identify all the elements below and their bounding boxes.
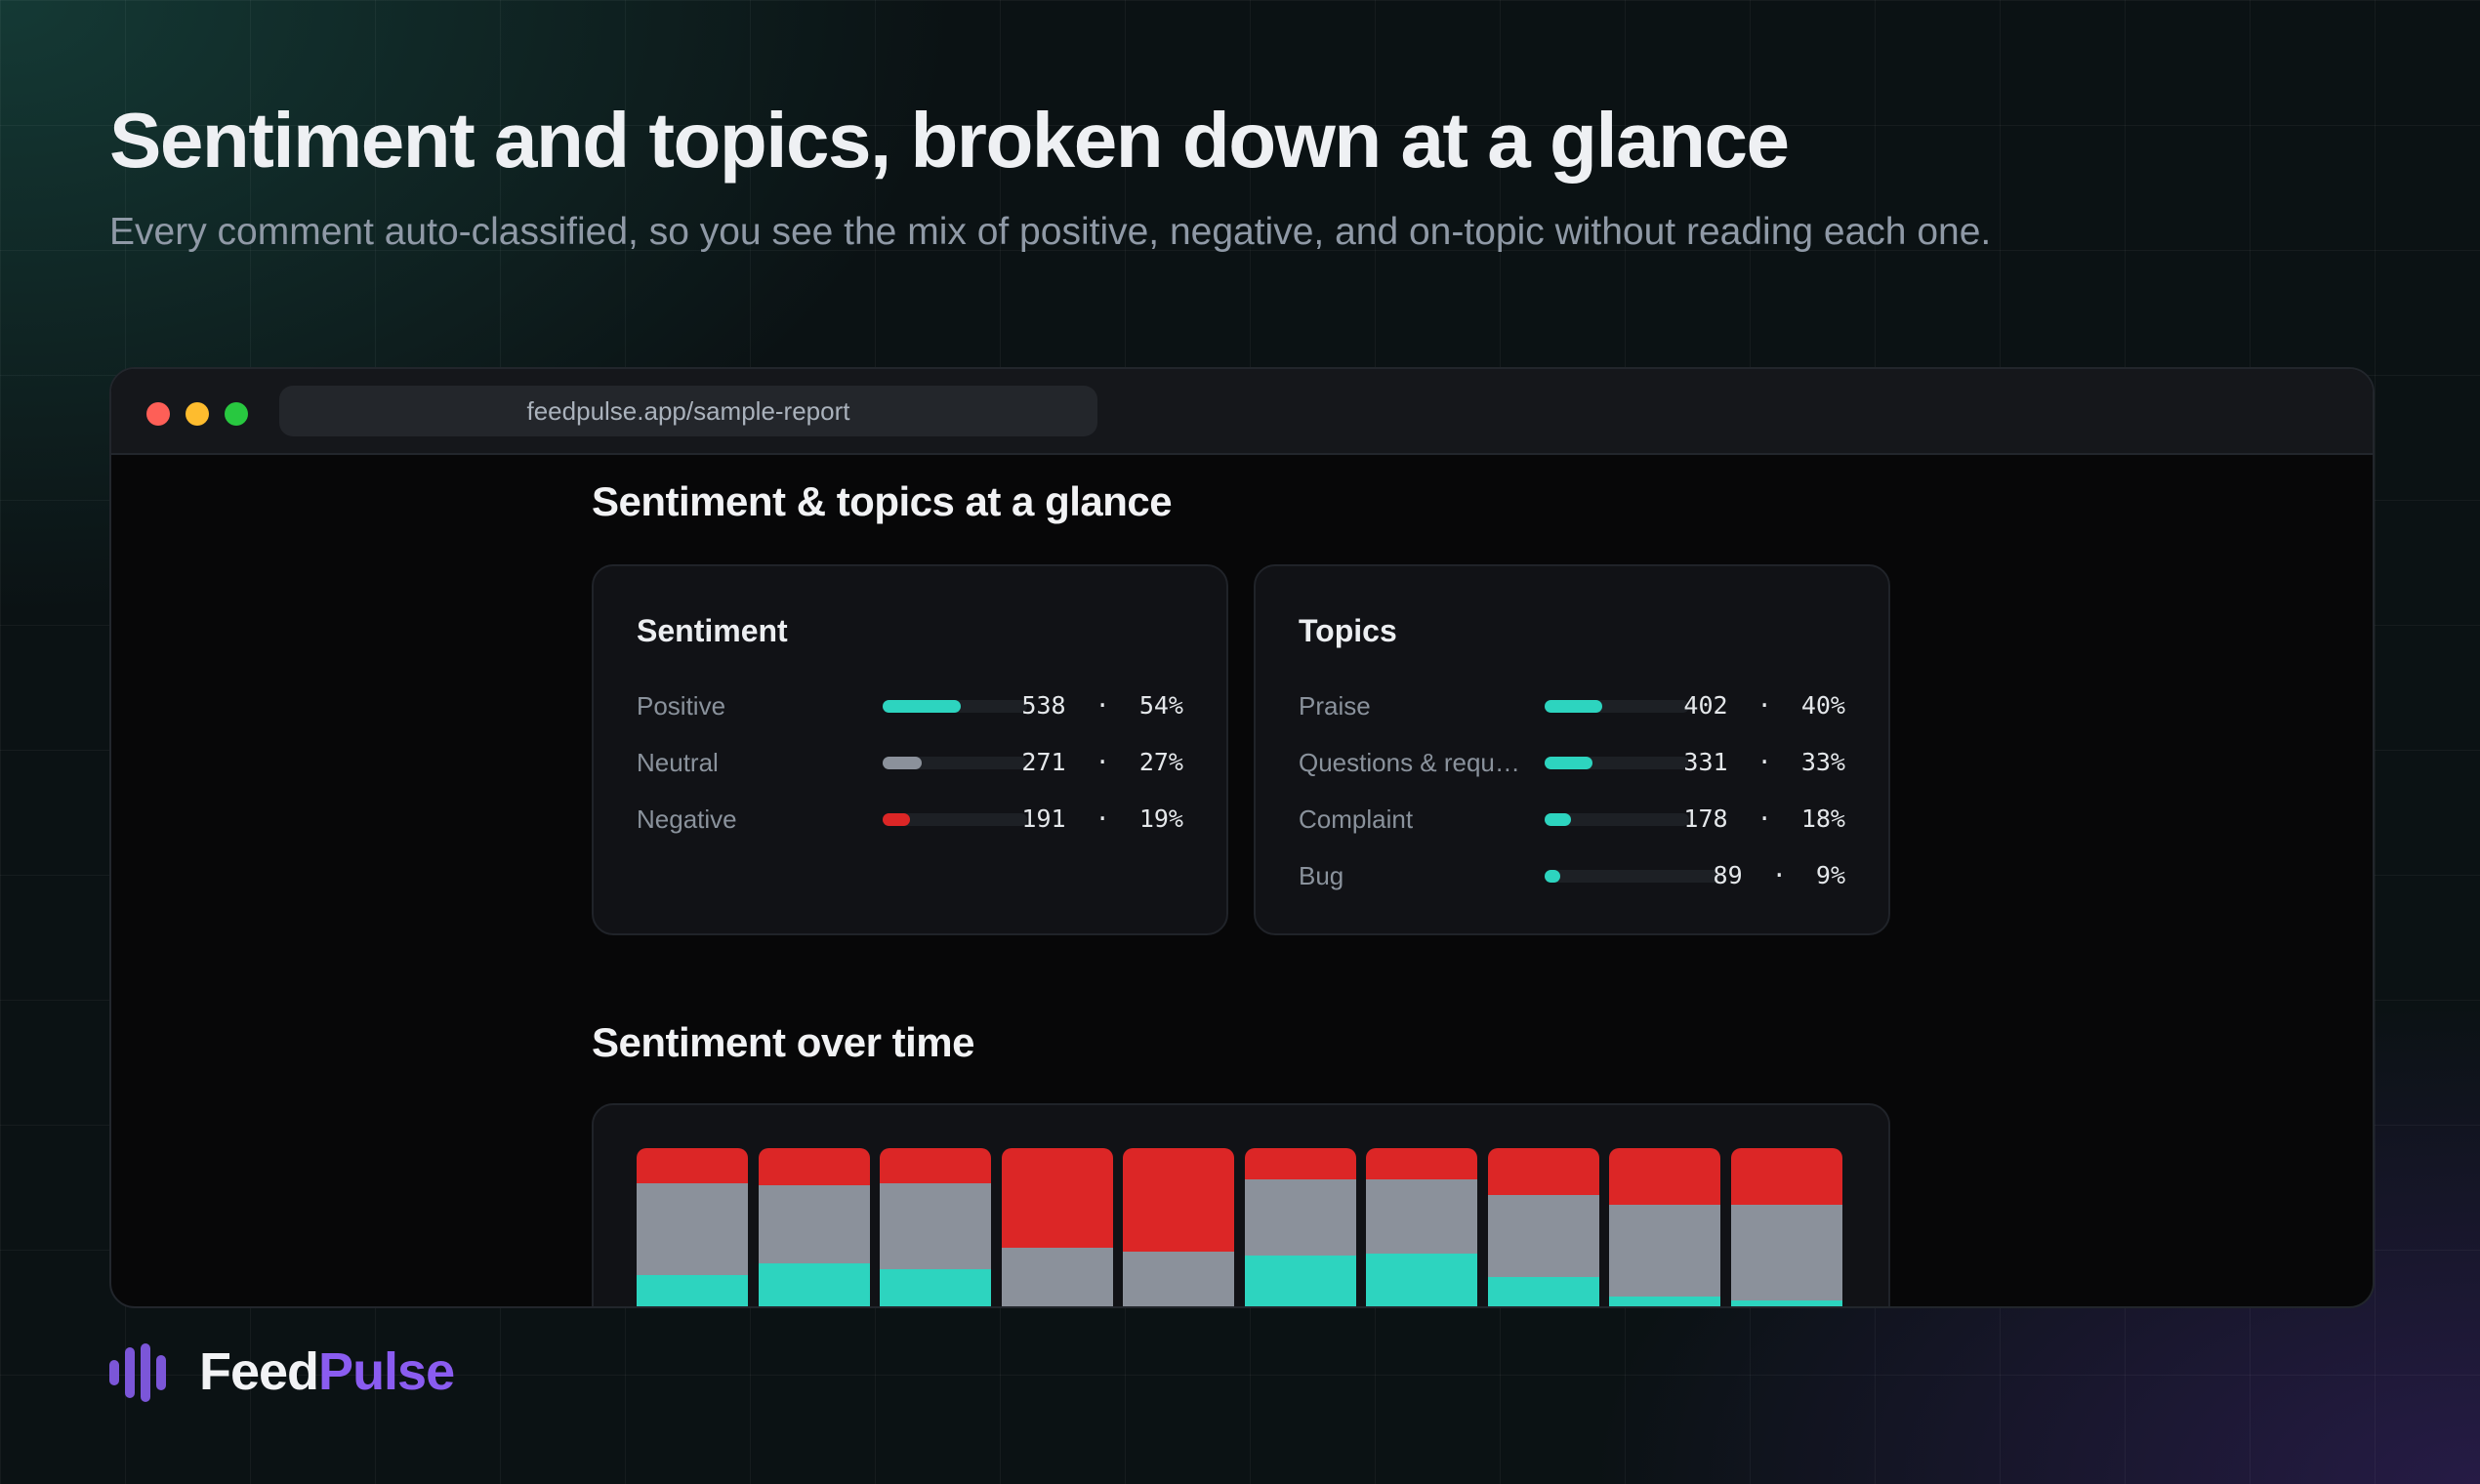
sentiment-label: Neutral — [637, 748, 719, 777]
sentiment-label: Negative — [637, 804, 737, 834]
stacked-bar — [1609, 1148, 1720, 1306]
bar-segment-neutral — [1001, 1248, 1113, 1306]
topic-bar-track — [1545, 700, 1689, 713]
topics-card-title: Topics — [1299, 613, 1397, 648]
bar-segment-positive — [1730, 1300, 1842, 1306]
sentiment-bar-fill — [883, 757, 922, 769]
bar-segment-neutral — [1244, 1179, 1356, 1256]
sentiment-bar-track — [883, 757, 1027, 769]
bar-segment-positive — [1244, 1256, 1356, 1306]
topic-label: Questions & reque… — [1299, 748, 1533, 777]
sentiment-bar-fill — [883, 700, 961, 713]
sentiment-value: 191 · 19% — [1021, 804, 1183, 833]
stacked-bar — [1123, 1148, 1234, 1306]
stacked-bar — [880, 1148, 991, 1306]
sentiment-row-neutral: Neutral 271 · 27% — [637, 744, 1183, 783]
address-bar[interactable]: feedpulse.app/sample-report — [279, 386, 1097, 436]
bar-segment-negative — [1609, 1148, 1720, 1205]
topic-label: Bug — [1299, 861, 1344, 890]
close-window-button[interactable] — [146, 402, 170, 426]
topic-bar-track — [1545, 813, 1689, 826]
topic-value: 402 · 40% — [1683, 691, 1845, 720]
bar-segment-neutral — [637, 1183, 748, 1275]
stacked-bar — [1366, 1148, 1477, 1306]
brand-name-part2: Pulse — [318, 1342, 455, 1401]
sentiment-value: 538 · 54% — [1021, 691, 1183, 720]
topic-label: Complaint — [1299, 804, 1414, 834]
bar-segment-negative — [1001, 1148, 1113, 1248]
bar-segment-positive — [880, 1269, 991, 1306]
bar-segment-negative — [758, 1148, 870, 1185]
sentiment-over-time-chart — [592, 1103, 1890, 1306]
sentiment-bar-track — [883, 813, 1027, 826]
bar-segment-neutral — [1123, 1252, 1234, 1306]
bar-segment-negative — [1123, 1148, 1234, 1252]
sentiment-bar-track — [883, 700, 1027, 713]
topic-row-questions: Questions & reque… 331 · 33% — [1299, 744, 1845, 783]
bar-segment-neutral — [880, 1183, 991, 1269]
topic-row-complaint: Complaint 178 · 18% — [1299, 801, 1845, 840]
bar-segment-positive — [1609, 1297, 1720, 1306]
browser-titlebar: feedpulse.app/sample-report — [111, 369, 2373, 455]
stacked-bar — [1487, 1148, 1599, 1306]
bar-segment-negative — [1366, 1148, 1477, 1179]
topic-value: 178 · 18% — [1683, 804, 1845, 833]
minimize-window-button[interactable] — [186, 402, 209, 426]
bar-segment-neutral — [758, 1185, 870, 1263]
stacked-bar — [1730, 1148, 1842, 1306]
stacked-bar — [637, 1148, 748, 1306]
bar-segment-neutral — [1487, 1195, 1599, 1277]
pulse-bars-icon — [109, 1343, 172, 1402]
topic-row-bug: Bug 89 · 9% — [1299, 857, 1845, 896]
brand-name: FeedPulse — [199, 1341, 455, 1402]
bar-segment-positive — [637, 1275, 748, 1306]
bar-segment-negative — [1487, 1148, 1599, 1195]
sentiment-card: Sentiment Positive 538 · 54% Neutral 271… — [592, 564, 1228, 935]
sentiment-label: Positive — [637, 691, 726, 721]
hero-headline: Sentiment and topics, broken down at a g… — [109, 97, 1790, 184]
topic-bar-fill — [1545, 870, 1561, 883]
topic-bar-fill — [1545, 813, 1571, 826]
sentiment-row-positive: Positive 538 · 54% — [637, 687, 1183, 726]
topic-bar-track — [1545, 757, 1689, 769]
topic-label: Praise — [1299, 691, 1371, 721]
stacked-bar — [1001, 1148, 1113, 1306]
sentiment-bar-fill — [883, 813, 911, 826]
bar-segment-negative — [1244, 1148, 1356, 1179]
bar-segment-negative — [637, 1148, 748, 1183]
sentiment-value: 271 · 27% — [1021, 748, 1183, 776]
stacked-bar — [758, 1148, 870, 1306]
brand-name-part1: Feed — [199, 1342, 319, 1401]
sentiment-row-negative: Negative 191 · 19% — [637, 801, 1183, 840]
browser-window: feedpulse.app/sample-report Sentiment & … — [109, 367, 2375, 1308]
sentiment-card-title: Sentiment — [637, 613, 788, 648]
topic-value: 89 · 9% — [1713, 861, 1845, 889]
bar-segment-negative — [1730, 1148, 1842, 1205]
topic-bar-fill — [1545, 757, 1592, 769]
maximize-window-button[interactable] — [225, 402, 248, 426]
bar-segment-positive — [1366, 1254, 1477, 1306]
topics-card: Topics Praise 402 · 40% Questions & requ… — [1254, 564, 1890, 935]
over-time-section-title: Sentiment over time — [592, 1019, 974, 1065]
bar-segment-positive — [1487, 1277, 1599, 1306]
bar-segment-negative — [880, 1148, 991, 1183]
bar-segment-neutral — [1366, 1179, 1477, 1254]
hero-subhead: Every comment auto-classified, so you se… — [109, 211, 1992, 253]
topic-bar-fill — [1545, 700, 1603, 713]
bar-segment-neutral — [1609, 1205, 1720, 1297]
stacked-bar — [1244, 1148, 1356, 1306]
bar-segment-neutral — [1730, 1205, 1842, 1300]
topic-bar-track — [1545, 870, 1720, 883]
topic-value: 331 · 33% — [1683, 748, 1845, 776]
glance-section-title: Sentiment & topics at a glance — [592, 478, 1173, 524]
topic-row-praise: Praise 402 · 40% — [1299, 687, 1845, 726]
bar-segment-positive — [758, 1263, 870, 1306]
